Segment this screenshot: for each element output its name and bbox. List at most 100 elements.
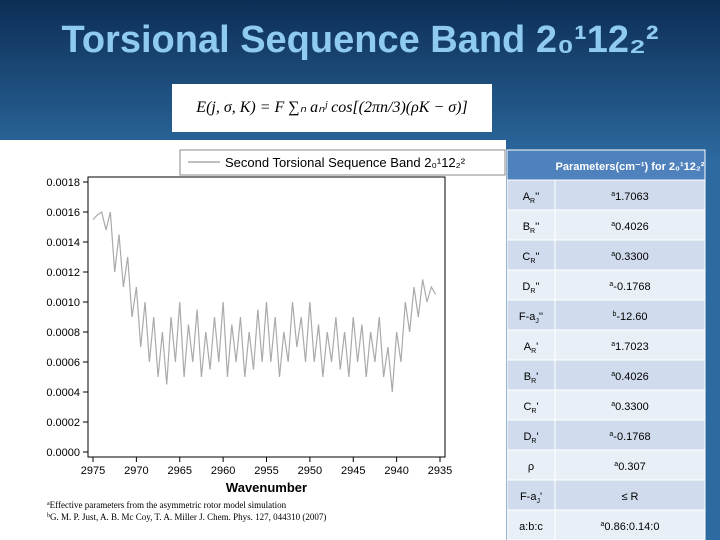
cell-main: 1.7063 (615, 191, 649, 203)
cell-main: 0.4026 (615, 221, 649, 233)
cell-text: a0.3300 (611, 401, 649, 413)
y-tick-label: 0.0002 (46, 417, 80, 429)
x-axis-label: Wavenumber (226, 480, 307, 495)
prime: '' (535, 281, 539, 293)
subscript: R (530, 198, 535, 205)
prime: ' (540, 491, 542, 503)
chart: 0.0000 0.0002 0.0004 0.0006 0.0008 0.0010 0.00… (46, 149, 506, 495)
superscript: a (611, 251, 615, 258)
cell-text: a:b:c (519, 521, 543, 533)
subscript: R (531, 408, 536, 415)
row-bg (506, 239, 706, 271)
superscript: a (47, 501, 50, 507)
cell-text: ρ (528, 461, 534, 473)
cell-text: AR' (524, 341, 539, 355)
cell-text: a0.4026 (611, 371, 649, 383)
cell-main: C (522, 251, 530, 263)
chart-panel (0, 140, 506, 540)
cell-text: a-0.1768 (609, 281, 650, 293)
cell-text: CR'' (522, 251, 539, 265)
cell-main: C (523, 401, 531, 413)
superscript: b (612, 311, 616, 318)
cell-main: B (523, 221, 530, 233)
cell-main: A (524, 341, 532, 353)
cell-text: a1.7063 (611, 191, 649, 203)
data-line (92, 211, 437, 393)
cell-main: D (522, 281, 530, 293)
row-bg (506, 419, 706, 451)
subscript: R (531, 378, 536, 385)
cell-main: a:b:c (519, 521, 543, 533)
superscript: a (611, 221, 615, 228)
cell-text: F-aJ'' (519, 311, 543, 325)
row-bg (506, 329, 706, 361)
cell-text: DR'' (522, 281, 539, 295)
x-tick-label: 2960 (211, 465, 235, 477)
footnote-text: G. M. P. Just, A. B. Mc Coy, T. A. Mille… (50, 512, 326, 522)
prime: '' (535, 251, 539, 263)
cell-text: a-0.1768 (609, 431, 650, 443)
superscript: a (609, 431, 613, 438)
cell-text: a0.3300 (611, 251, 649, 263)
cell-text: DR' (523, 431, 538, 445)
superscript: a (614, 461, 618, 468)
superscript: a (611, 191, 615, 198)
row-bg (506, 509, 706, 540)
footnote-text: Effective parameters from the asymmetric… (50, 500, 287, 510)
prime: ' (536, 341, 538, 353)
row-bg (506, 299, 706, 331)
legend-label: Second Torsional Sequence Band 2₀¹12₂² (225, 155, 466, 170)
cell-main: F-a (520, 491, 537, 503)
y-tick-label: 0.0014 (46, 237, 80, 249)
cell-main: 0.3300 (615, 251, 649, 263)
row-bg (506, 359, 706, 391)
cell-text: AR'' (523, 191, 540, 205)
slide-title: Torsional Sequence Band 2₀¹12₂² (61, 19, 658, 61)
cell-text: F-aJ' (520, 491, 542, 505)
cell-main: 0.3300 (615, 401, 649, 413)
prime: '' (539, 311, 543, 323)
cell-text: b-12.60 (612, 311, 647, 323)
y-tick-label: 0.0000 (46, 447, 80, 459)
y-tick-label: 0.0010 (46, 297, 80, 309)
prime: ' (536, 371, 538, 383)
superscript: a (601, 521, 605, 528)
x-tick-label: 2955 (254, 465, 278, 477)
cell-main: B (524, 371, 531, 383)
table-header-text: Parameters(cm⁻¹) for 2₀¹12₂² (556, 161, 705, 173)
equation: E(j, σ, K) = F ∑ₙ aₙʲ cos[(2πn/3)(ρK − σ… (195, 99, 467, 116)
cell-main: 0.86:0.14:0 (604, 521, 659, 533)
row-bg (506, 269, 706, 301)
superscript: b (47, 513, 50, 519)
y-tick-label: 0.0004 (46, 387, 80, 399)
prime: '' (535, 191, 539, 203)
cell-main: F-a (519, 311, 536, 323)
row-bg (506, 389, 706, 421)
subscript: R (530, 228, 535, 235)
y-tick-label: 0.0012 (46, 267, 80, 279)
superscript: a (611, 401, 615, 408)
subscript: R (530, 258, 535, 265)
row-bg (506, 479, 706, 511)
cell-main: -12.60 (616, 311, 647, 323)
row-bg (506, 179, 706, 211)
x-tick-label: 2945 (341, 465, 365, 477)
cell-text: a1.7023 (611, 341, 649, 353)
cell-main: 1.7023 (615, 341, 649, 353)
legend-box (179, 149, 506, 176)
cell-text: BR'' (523, 221, 540, 235)
x-tick-label: 2975 (81, 465, 105, 477)
cell-text: a0.307 (614, 461, 645, 473)
prime: ' (536, 401, 538, 413)
cell-text: a0.4026 (611, 221, 649, 233)
footnotes: aEffective parameters from the asymmetri… (47, 500, 326, 522)
row-bg (506, 449, 706, 481)
subscript: R (531, 348, 536, 355)
superscript: a (611, 341, 615, 348)
cell-text: CR' (523, 401, 538, 415)
prime: ' (536, 431, 538, 443)
footnote: bG. M. P. Just, A. B. Mc Coy, T. A. Mill… (47, 512, 326, 522)
cell-main: ρ (528, 461, 534, 473)
